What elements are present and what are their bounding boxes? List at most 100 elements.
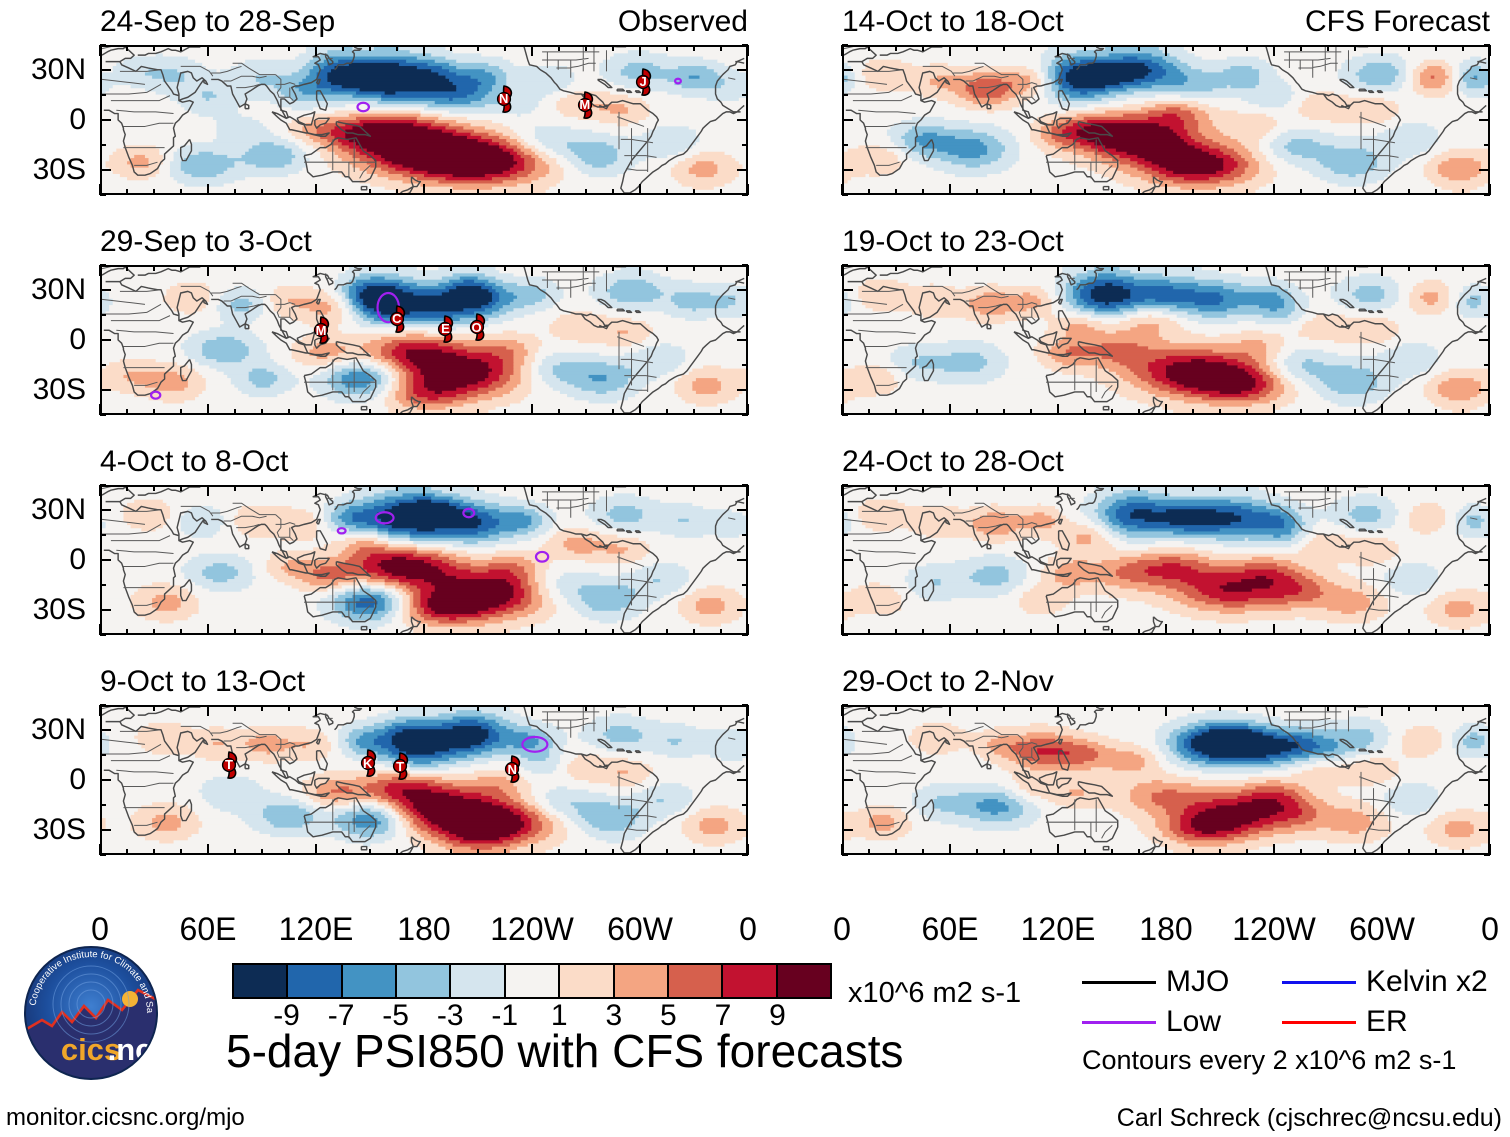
tick — [692, 849, 696, 855]
tick — [1191, 189, 1195, 195]
map-panel-4: 9-Oct to 13-Oct T K T N 30N 0 30S — [0, 667, 750, 889]
colorbar-tick-1: 1 — [550, 999, 568, 1032]
colorbar-swatch-3 — [397, 965, 452, 997]
tick — [314, 485, 318, 496]
tick — [287, 265, 291, 271]
tick — [260, 189, 264, 195]
tick — [1434, 45, 1438, 51]
tick — [1299, 485, 1303, 491]
colorbar-swatch-8 — [668, 965, 724, 997]
tick — [395, 485, 399, 491]
tick — [341, 485, 345, 491]
tick — [287, 409, 291, 415]
tick — [1299, 849, 1303, 855]
tick — [233, 189, 237, 195]
tick — [1218, 705, 1222, 711]
y-axis-label-0: 0 — [69, 323, 86, 356]
tick — [1110, 629, 1114, 635]
tick — [1479, 508, 1490, 512]
tick — [1484, 583, 1490, 587]
tick — [395, 265, 399, 271]
tick — [1488, 404, 1492, 415]
tick — [100, 338, 111, 342]
tick — [1380, 404, 1384, 415]
tick — [1191, 409, 1195, 415]
tick — [584, 189, 588, 195]
axis-ticks-3 — [98, 483, 750, 637]
tick — [842, 753, 848, 757]
tick — [100, 193, 106, 197]
tick — [449, 189, 453, 195]
tick — [1434, 409, 1438, 415]
tick — [842, 483, 848, 487]
map-panel-7: 24-Oct to 28-Oct — [742, 447, 1492, 669]
tick — [1461, 849, 1465, 855]
tick — [1479, 168, 1490, 172]
tick — [1353, 485, 1357, 491]
tick — [665, 849, 669, 855]
axis-ticks-2 — [98, 263, 750, 417]
colorbar-swatch-0 — [234, 965, 289, 997]
tick — [665, 485, 669, 491]
tick — [840, 624, 844, 635]
tick — [422, 45, 426, 56]
tick — [1110, 705, 1114, 711]
map-canvas-1 — [102, 47, 746, 193]
tick — [894, 189, 898, 195]
colorbar-tick--3: -3 — [436, 999, 464, 1032]
tick — [1083, 265, 1087, 271]
tick — [842, 853, 848, 857]
x-axis-label-1-3: 180 — [1139, 911, 1193, 947]
tick — [530, 265, 534, 276]
colorbar-tick-7: 7 — [714, 999, 732, 1032]
tick — [894, 265, 898, 271]
footer-credit: Carl Schreck (cjschrec@ncsu.edu) — [1116, 1104, 1502, 1132]
contour-legend: MJO Kelvin x2 Low ER — [1082, 962, 1502, 1042]
tick — [1137, 45, 1141, 51]
tick — [98, 265, 102, 276]
map-canvas-8 — [844, 707, 1488, 853]
tick — [1164, 45, 1168, 56]
tick — [233, 409, 237, 415]
tick — [125, 409, 129, 415]
map-panel-8: 29-Oct to 2-Nov — [742, 667, 1492, 889]
tick — [287, 705, 291, 711]
tick — [742, 803, 748, 807]
tick — [638, 844, 642, 855]
tick — [260, 265, 264, 271]
tick — [1191, 629, 1195, 635]
tick — [842, 288, 853, 292]
tick — [1110, 849, 1114, 855]
tick — [1164, 265, 1168, 276]
tick — [842, 508, 853, 512]
tick — [449, 409, 453, 415]
tick — [1484, 43, 1490, 47]
map-panel-1: 24-Sep to 28-Sep Observed N M J 30N 0 30S — [0, 7, 750, 229]
tick — [611, 189, 615, 195]
tick — [233, 265, 237, 271]
tick — [1029, 409, 1033, 415]
tick — [1353, 45, 1357, 51]
axis-ticks-4 — [98, 703, 750, 857]
tick — [260, 705, 264, 711]
tick — [1002, 45, 1006, 51]
tick — [1056, 844, 1060, 855]
tick — [557, 629, 561, 635]
tick — [206, 844, 210, 855]
tick — [1002, 189, 1006, 195]
tick — [1380, 45, 1384, 56]
tick — [530, 624, 534, 635]
legend-item-kelvin: Kelvin x2 — [1282, 967, 1488, 997]
tick — [1083, 409, 1087, 415]
tick — [314, 705, 318, 716]
colorbar-swatch-10 — [777, 965, 830, 997]
tick — [692, 409, 696, 415]
tick — [260, 849, 264, 855]
tick — [1380, 265, 1384, 276]
tick — [1488, 485, 1492, 496]
tick — [1245, 265, 1249, 271]
tick — [1484, 263, 1490, 267]
tick — [719, 629, 723, 635]
tick — [842, 803, 848, 807]
